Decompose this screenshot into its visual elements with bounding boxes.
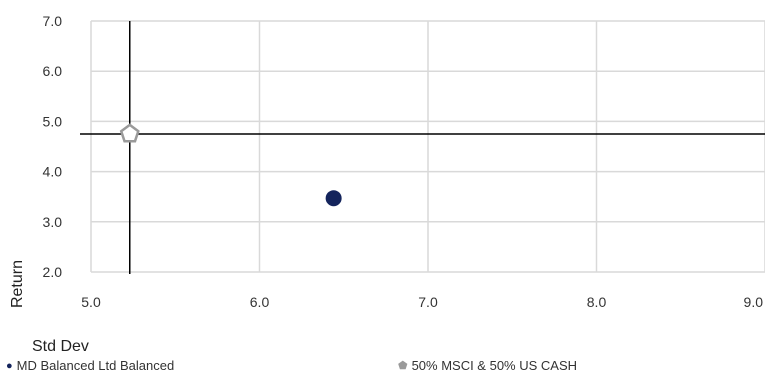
data-point-md-balanced <box>325 190 342 207</box>
x-tick-label: 6.0 <box>250 294 270 310</box>
x-tick-label: 7.0 <box>418 294 438 310</box>
y-axis-label: Return <box>9 260 26 308</box>
crosshair-lines <box>80 21 765 274</box>
data-point-benchmark <box>119 123 140 143</box>
y-tick-label: 5.0 <box>43 113 63 129</box>
x-axis-label: Std Dev <box>32 338 89 355</box>
legend-label-benchmark: 50% MSCI & 50% US CASH <box>411 358 578 373</box>
x-axis-ticks: 5.0 6.0 7.0 8.0 9.0 <box>81 294 763 310</box>
legend-item-md-balanced: ● MD Balanced Ltd Balanced <box>6 358 174 373</box>
legend-label-md-balanced: MD Balanced Ltd Balanced <box>16 358 175 373</box>
x-tick-label: 9.0 <box>744 294 764 310</box>
y-tick-label: 2.0 <box>43 264 63 280</box>
y-tick-label: 4.0 <box>43 164 63 180</box>
data-points <box>119 123 342 207</box>
legend-item-benchmark: ⬟ 50% MSCI & 50% US CASH <box>398 358 577 373</box>
y-axis-ticks: 2.0 3.0 4.0 5.0 6.0 7.0 <box>43 13 63 280</box>
y-tick-label: 3.0 <box>43 214 63 230</box>
y-tick-label: 7.0 <box>43 13 63 29</box>
circle-marker-icon: ● <box>6 359 13 372</box>
pentagon-marker-icon: ⬟ <box>398 360 408 372</box>
y-tick-label: 6.0 <box>43 63 63 79</box>
x-tick-label: 5.0 <box>81 294 101 310</box>
gridlines <box>90 20 765 273</box>
x-tick-label: 8.0 <box>587 294 607 310</box>
